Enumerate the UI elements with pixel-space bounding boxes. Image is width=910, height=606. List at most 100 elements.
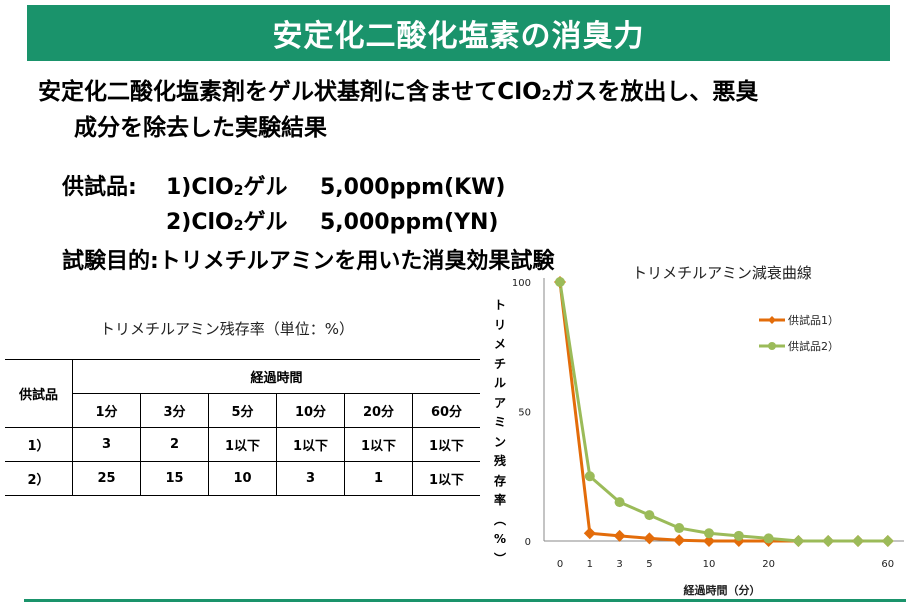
- legend-circle-icon: [768, 342, 776, 350]
- column-header: 20分: [344, 393, 413, 428]
- y-axis-title-char: リ: [493, 317, 506, 332]
- title-banner: 安定化二酸化塩素の消臭力: [27, 5, 890, 61]
- data-point-circle: [644, 510, 655, 521]
- data-point-circle: [614, 497, 625, 508]
- table-cell: 3: [276, 461, 345, 496]
- column-header: 5分: [208, 393, 277, 428]
- table-header-row: 供試品 経過時間: [5, 359, 480, 428]
- y-tick-label: 50: [518, 408, 531, 419]
- sample-suffix: ゲル: [243, 210, 288, 235]
- sample-row: 2)ClO2ゲル 5,000ppm(YN): [62, 207, 505, 242]
- residual-rate-table: 供試品 経過時間 1分 3分 5分 10分 20分 60分 1） 3 2 1以下…: [5, 359, 480, 496]
- intro-subscript: 2: [541, 88, 552, 104]
- intro-line-1-pre: 安定化二酸化塩素剤をゲル状基剤に含ませてClO: [38, 79, 542, 105]
- y-axis-title-char: 率: [493, 493, 506, 507]
- samples-label: 供試品:: [62, 175, 137, 200]
- sample-prefix: 2)ClO: [166, 210, 234, 235]
- y-axis-title-char: チ: [493, 356, 506, 371]
- data-point-circle: [704, 528, 714, 539]
- y-axis-title-char: メ: [493, 337, 506, 351]
- intro-line-2: 成分を除去した実験結果: [74, 115, 327, 141]
- y-axis-title-char: ミ: [493, 415, 506, 429]
- intro-line-1: 安定化二酸化塩素剤をゲル状基剤に含ませてClO2ガスを放出し、悪臭: [38, 79, 758, 105]
- table-cell: 2: [140, 427, 209, 462]
- x-tick-label: 3: [616, 559, 622, 570]
- y-axis-title: トリメチルアミン残存率 ︵% ︶: [493, 296, 507, 569]
- x-tick-label: 0: [557, 559, 563, 570]
- table-cell: 1以下: [208, 427, 277, 462]
- y-axis-title-char: ︶: [493, 551, 506, 566]
- table-cell: 10: [208, 461, 277, 496]
- sample-row: 供試品: 1)ClO2ゲル 5,000ppm(KW): [62, 172, 505, 207]
- page-title: 安定化二酸化塩素の消臭力: [272, 19, 645, 54]
- sample-subscript: 2: [233, 183, 244, 199]
- table-cell: 25: [72, 461, 141, 496]
- data-point-marker: [822, 535, 835, 547]
- data-point-diamond: [583, 527, 596, 540]
- legend-label: 供試品1）: [788, 313, 839, 327]
- data-point-marker: [792, 535, 805, 547]
- table-cell: 1以下: [276, 427, 345, 462]
- y-axis-title-char: ル: [493, 376, 506, 390]
- intro-text: 安定化二酸化塩素剤をゲル状基剤に含ませてClO2ガスを放出し、悪臭 成分を除去し…: [38, 76, 898, 144]
- table-cell: 1以下: [412, 427, 480, 462]
- row-label: 1）: [5, 427, 73, 462]
- y-axis-title-char: ト: [493, 298, 506, 312]
- sample-concentration: 5,000ppm(YN): [320, 210, 499, 235]
- row-label: 2）: [5, 461, 73, 496]
- x-tick-label: 10: [703, 559, 716, 570]
- column-header: 3分: [140, 393, 209, 428]
- data-point-diamond: [613, 529, 626, 542]
- table-row: 2） 25 15 10 3 1 1以下: [5, 461, 480, 496]
- data-point-marker: [852, 535, 864, 547]
- data-point-circle: [584, 471, 595, 482]
- legend-label: 供試品2）: [788, 339, 839, 353]
- chart-title: トリメチルアミン減衰曲線: [632, 264, 812, 282]
- y-tick-label: 100: [512, 278, 531, 289]
- x-tick-label: 5: [646, 559, 652, 570]
- x-tick-label: 1: [587, 559, 593, 570]
- row-header-cell: 供試品: [5, 359, 73, 428]
- test-purpose: 試験目的:トリメチルアミンを用いた消臭効果試験: [62, 249, 555, 274]
- data-point-circle: [733, 530, 744, 541]
- y-axis-title-char: ア: [493, 395, 506, 410]
- table-row: 1） 3 2 1以下 1以下 1以下 1以下: [5, 427, 480, 462]
- samples-list: 供試品: 1)ClO2ゲル 5,000ppm(KW) 2)ClO2ゲル 5,00…: [62, 172, 505, 242]
- table-caption: トリメチルアミン残存率（単位：%）: [100, 320, 354, 338]
- y-axis-title-char: 存: [493, 473, 506, 488]
- data-point-circle: [555, 277, 565, 287]
- y-axis-title-char: ン: [493, 434, 506, 449]
- x-tick-label: 60: [881, 559, 894, 570]
- data-point-diamond: [673, 534, 686, 547]
- column-header: 1分: [72, 393, 141, 428]
- intro-line-1-post: ガスを放出し、悪臭: [551, 79, 759, 105]
- x-tick-label: 20: [762, 559, 775, 570]
- data-point-diamond: [643, 532, 656, 545]
- sample-name: 1)ClO2ゲル: [166, 172, 320, 207]
- y-tick-label: 0: [525, 537, 531, 548]
- x-axis-title: 経過時間（分）: [684, 583, 761, 597]
- column-header: 60分: [412, 393, 480, 428]
- table-cell: 15: [140, 461, 209, 496]
- data-point-diamond: [703, 535, 715, 547]
- y-axis-title-char: %: [493, 532, 507, 546]
- y-axis-title-char: ︵: [493, 512, 506, 527]
- sample-prefix: 1)ClO: [166, 175, 234, 200]
- sample-subscript: 2: [233, 218, 244, 234]
- sample-suffix: ゲル: [243, 175, 288, 200]
- y-axis-title-char: 残: [493, 454, 506, 468]
- table-cell: 1: [344, 461, 413, 496]
- sample-concentration: 5,000ppm(KW): [320, 175, 506, 200]
- table-cell: 1以下: [412, 461, 480, 496]
- samples-label-spacer: [62, 207, 166, 242]
- sample-name: 2)ClO2ゲル: [166, 207, 320, 242]
- data-point-circle: [763, 533, 774, 544]
- data-point-circle: [674, 523, 685, 534]
- data-point-marker: [881, 535, 894, 547]
- legend-diamond-icon: [768, 316, 776, 324]
- column-header: 10分: [276, 393, 345, 428]
- footer-rule: [24, 599, 906, 602]
- decay-curve-chart: トリメチルアミン減衰曲線 100 50 0 0 1 3 5 10 20 60 経過時間（分） 供試品1）…: [512, 264, 904, 597]
- group-header-cell: 経過時間: [72, 359, 480, 394]
- table-cell: 1以下: [344, 427, 413, 462]
